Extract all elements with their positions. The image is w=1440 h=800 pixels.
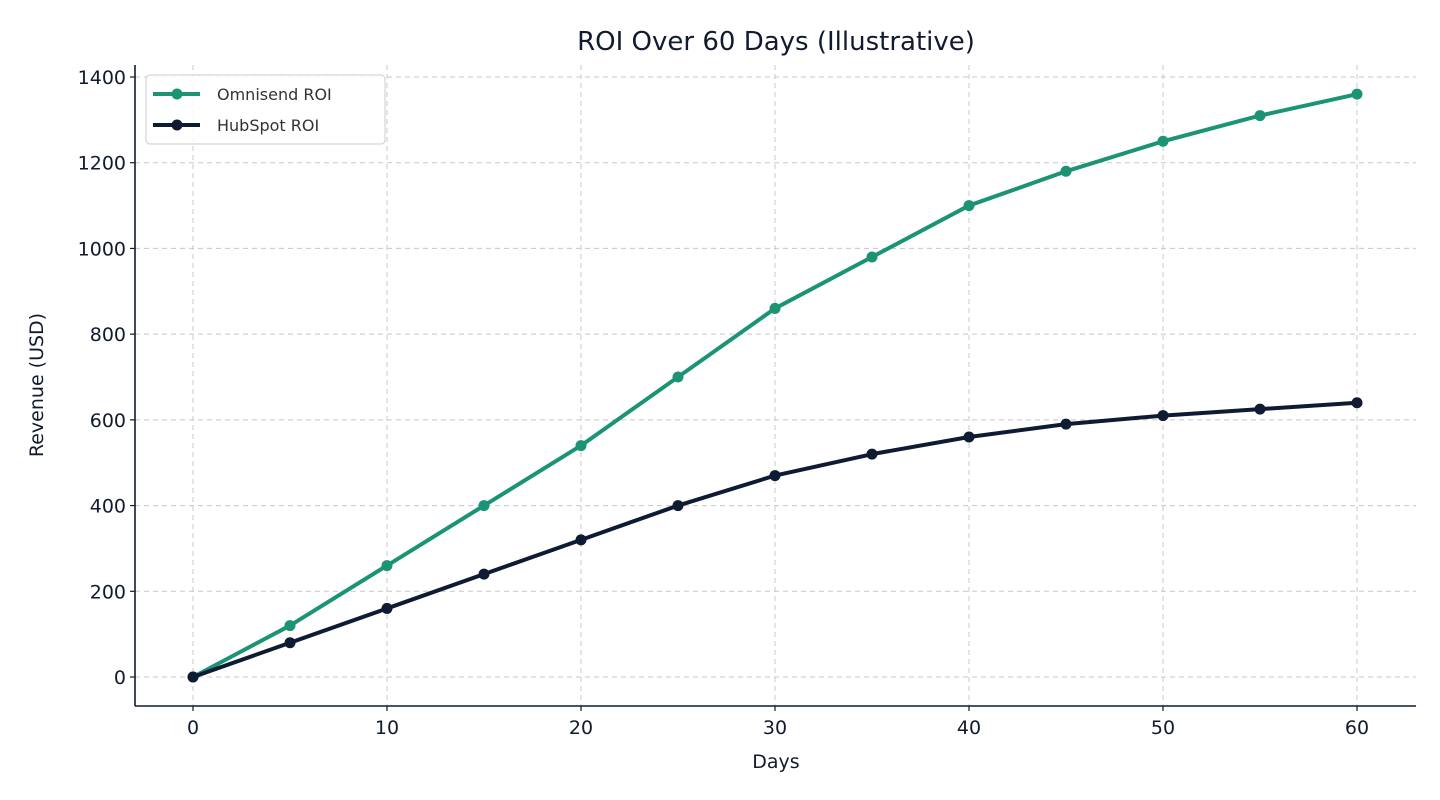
x-tick-label: 0 (187, 717, 199, 739)
legend-entry: Omnisend ROI (153, 85, 332, 104)
data-point-marker (672, 500, 684, 512)
data-point-marker (672, 371, 684, 383)
x-tick-label: 50 (1151, 717, 1175, 739)
legend-marker-icon (171, 88, 183, 100)
y-tick-label: 800 (90, 324, 126, 346)
data-point-marker (1351, 397, 1363, 409)
x-tick-label: 10 (375, 717, 399, 739)
data-point-marker (381, 602, 393, 614)
legend-label: HubSpot ROI (217, 116, 319, 135)
data-point-marker (575, 534, 587, 546)
y-axis-label: Revenue (USD) (26, 313, 48, 457)
data-point-marker (769, 302, 781, 314)
y-axis-ticks: 0 200 400 600 800 1000 1200 1400 (78, 67, 135, 689)
data-point-marker (284, 637, 296, 649)
x-axis-ticks: 0 10 20 30 40 50 60 (187, 706, 1369, 739)
y-tick-label: 1200 (78, 153, 126, 175)
x-axis-label: Days (752, 751, 799, 773)
data-point-marker (1351, 88, 1363, 100)
y-tick-label: 200 (90, 581, 126, 603)
data-point-marker (1254, 110, 1266, 122)
legend-label: Omnisend ROI (217, 85, 332, 104)
data-point-marker (1157, 135, 1169, 147)
y-tick-label: 600 (90, 410, 126, 432)
data-point-marker (866, 448, 878, 460)
y-tick-label: 1400 (78, 67, 126, 89)
x-tick-label: 40 (957, 717, 981, 739)
y-tick-label: 0 (114, 667, 126, 689)
legend-entry: HubSpot ROI (153, 116, 319, 135)
data-point-marker (187, 671, 199, 683)
data-point-marker (381, 560, 393, 572)
legend-marker-icon (171, 119, 183, 131)
data-point-marker (575, 440, 587, 452)
data-point-marker (284, 620, 296, 632)
legend-box (145, 74, 386, 145)
chart-title: ROI Over 60 Days (Illustrative) (577, 27, 975, 57)
y-tick-label: 1000 (78, 238, 126, 260)
grid-lines (135, 65, 1416, 706)
data-point-marker (769, 470, 781, 482)
data-point-marker (478, 568, 490, 580)
data-point-marker (1060, 165, 1072, 177)
x-tick-label: 30 (763, 717, 787, 739)
data-point-marker (1060, 418, 1072, 430)
y-tick-label: 400 (90, 496, 126, 518)
data-series (187, 88, 1363, 683)
data-point-marker (866, 251, 878, 263)
data-point-marker (1254, 403, 1266, 415)
data-point-marker (963, 431, 975, 443)
legend: Omnisend ROI HubSpot ROI (145, 74, 386, 145)
data-point-marker (963, 200, 975, 212)
series-hubspot-roi (187, 397, 1363, 683)
x-tick-label: 20 (569, 717, 593, 739)
data-point-marker (1157, 410, 1169, 422)
x-tick-label: 60 (1345, 717, 1369, 739)
data-point-marker (478, 500, 490, 512)
